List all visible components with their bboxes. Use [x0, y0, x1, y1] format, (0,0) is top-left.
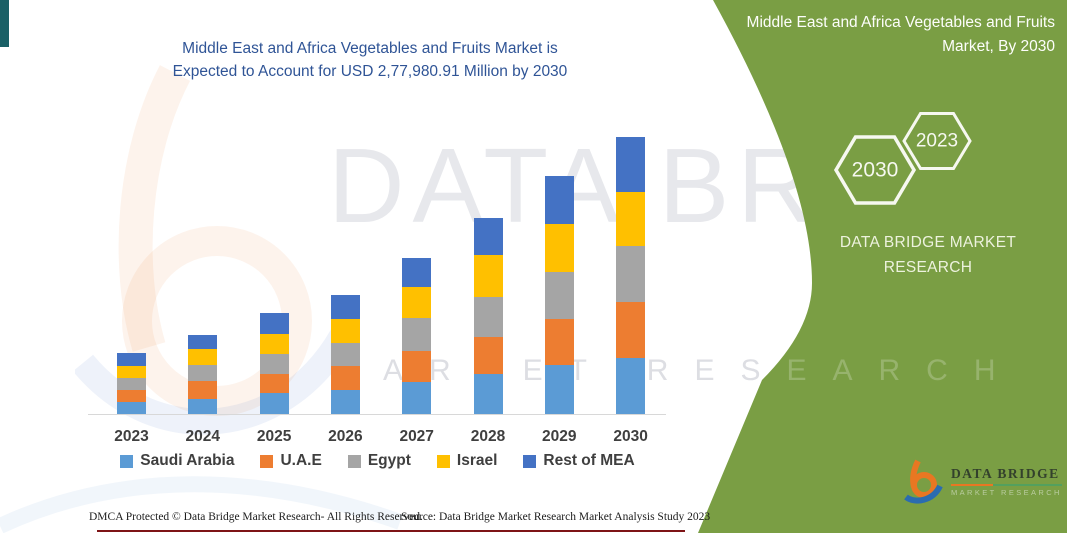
chart-title-line1: Middle East and Africa Vegetables and Fr…: [182, 40, 558, 57]
bar-2024-segment-u-a-e: [188, 380, 218, 399]
bar-2025-segment-israel: [259, 334, 289, 354]
legend-item-u-a-e: U.A.E: [260, 452, 322, 470]
bar-2023: [117, 129, 146, 414]
panel-title: Middle East and Africa Vegetables and Fr…: [746, 14, 1055, 56]
bar-2030: [616, 129, 646, 414]
bar-2025-segment-saudi-arabia: [259, 393, 289, 414]
x-axis-labels: 2023 2024 2025 2026 2027 2028 2029 2030: [90, 428, 665, 448]
bar-2026: [330, 129, 360, 414]
bar-2028: [473, 129, 503, 414]
bar-2026-segment-rest-of-mea: [330, 294, 360, 320]
legend-swatch-saudi-arabia: [120, 454, 134, 468]
legend-item-israel: Israel: [436, 452, 498, 470]
bar-2026-segment-egypt: [330, 343, 360, 366]
bar-2025-segment-rest-of-mea: [259, 313, 289, 335]
legend-swatch-u-a-e: [260, 454, 274, 468]
x-axis-label-2028: 2028: [470, 428, 506, 445]
footer-source: Source: Data Bridge Market Research Mark…: [401, 511, 711, 523]
panel-brand-text: DATA BRIDGE MARKET RESEARCH: [828, 231, 1028, 281]
bar-2028-segment-saudi-arabia: [473, 374, 503, 414]
x-axis-label-2023: 2023: [114, 428, 149, 445]
legend-item-rest-of-mea: Rest of MEA: [523, 452, 635, 470]
bar-2024: [188, 129, 218, 414]
x-axis-line: [88, 414, 666, 415]
bar-2024-segment-rest-of-mea: [188, 335, 218, 349]
bar-2026-segment-u-a-e: [330, 365, 360, 391]
bar-2023-segment-u-a-e: [117, 390, 146, 403]
logo-subtitle: MARKET RESEARCH: [951, 487, 1062, 497]
bar-2025-segment-u-a-e: [259, 373, 289, 394]
legend-label-israel: Israel: [456, 452, 498, 469]
bar-2027-segment-israel: [402, 287, 432, 319]
bar-2030-segment-rest-of-mea: [616, 137, 646, 192]
bar-2027-segment-saudi-arabia: [402, 382, 432, 414]
legend-label-u-a-e: U.A.E: [280, 452, 322, 469]
bar-2028-segment-u-a-e: [473, 336, 503, 375]
logo-underline: [951, 483, 1062, 486]
bar-2029-segment-rest-of-mea: [544, 175, 574, 225]
bar-2027: [402, 129, 432, 414]
legend-label-rest-of-mea: Rest of MEA: [543, 452, 635, 469]
legend-swatch-rest-of-mea: [523, 454, 537, 468]
bottom-accent-line: [97, 530, 685, 532]
bar-2023-segment-rest-of-mea: [117, 353, 146, 366]
legend-label-saudi-arabia: Saudi Arabia: [140, 452, 235, 469]
bar-2024-segment-israel: [188, 348, 218, 365]
legend-item-egypt: Egypt: [347, 452, 411, 470]
bar-2029-segment-u-a-e: [544, 318, 574, 366]
bar-2026-segment-saudi-arabia: [330, 390, 360, 414]
bar-2029-segment-israel: [544, 224, 574, 272]
bar-2029-segment-egypt: [544, 271, 574, 319]
watermark-wisp: [0, 476, 403, 533]
dbmr-logo: DATA BRIDGE MARKET RESEARCH: [903, 458, 1062, 504]
x-axis-label-2029: 2029: [542, 428, 577, 445]
bar-2030-segment-u-a-e: [616, 301, 646, 358]
bar-2030-segment-saudi-arabia: [616, 357, 646, 414]
bar-2027-segment-rest-of-mea: [402, 257, 432, 288]
bar-2023-segment-saudi-arabia: [117, 402, 146, 414]
bar-2028-segment-egypt: [473, 297, 503, 337]
footer-dmca: DMCA Protected © Data Bridge Market Rese…: [89, 511, 423, 523]
bar-2025: [259, 129, 289, 414]
logo-wordmark: DATA BRIDGE: [951, 465, 1060, 481]
bar-2027-segment-egypt: [402, 318, 432, 351]
hexagon-2023-label: 2023: [916, 131, 958, 152]
panel-brand-line2: RESEARCH: [883, 258, 973, 276]
bar-plot: [90, 129, 665, 414]
x-axis-label-2026: 2026: [328, 428, 363, 445]
bar-2028-segment-israel: [473, 254, 503, 298]
bar-2030-segment-israel: [616, 191, 646, 246]
hexagon-badges: 2030 2023: [833, 112, 972, 205]
x-axis-label-2025: 2025: [256, 428, 292, 445]
teal-corner-accent: [0, 0, 9, 47]
bar-2030-segment-egypt: [616, 245, 646, 302]
legend-swatch-israel: [436, 454, 450, 468]
hexagon-2030-label: 2030: [852, 159, 899, 182]
bar-2023-segment-israel: [117, 365, 146, 378]
hexagon-2030: [833, 135, 917, 205]
dbmr-b-icon: [904, 459, 943, 504]
x-axis-label-2024: 2024: [185, 428, 221, 445]
hexagon-2023: [902, 112, 972, 170]
chart-title-line2: Expected to Account for USD 2,77,980.91 …: [172, 63, 568, 81]
legend-item-saudi-arabia: Saudi Arabia: [120, 452, 234, 470]
legend-label-egypt: Egypt: [367, 452, 411, 469]
chart-legend: Saudi Arabia U.A.E Egypt Israel Rest of MEA: [90, 452, 665, 470]
x-axis-label-2030: 2030: [613, 428, 648, 445]
bar-2024-segment-saudi-arabia: [188, 398, 218, 414]
bar-2026-segment-israel: [330, 319, 360, 344]
chart-title: Middle East and Africa Vegetables and Fr…: [70, 37, 670, 84]
bar-2029-segment-saudi-arabia: [544, 365, 574, 414]
bar-2028-segment-rest-of-mea: [473, 218, 503, 255]
bar-2027-segment-u-a-e: [402, 350, 432, 383]
bar-2023-segment-egypt: [117, 377, 146, 391]
bar-2024-segment-egypt: [188, 364, 218, 381]
x-axis-label-2027: 2027: [399, 428, 434, 445]
bar-2025-segment-egypt: [259, 353, 289, 374]
legend-swatch-egypt: [347, 454, 361, 468]
panel-brand-line1: DATA BRIDGE MARKET: [839, 234, 1017, 251]
bar-2029: [544, 129, 574, 414]
